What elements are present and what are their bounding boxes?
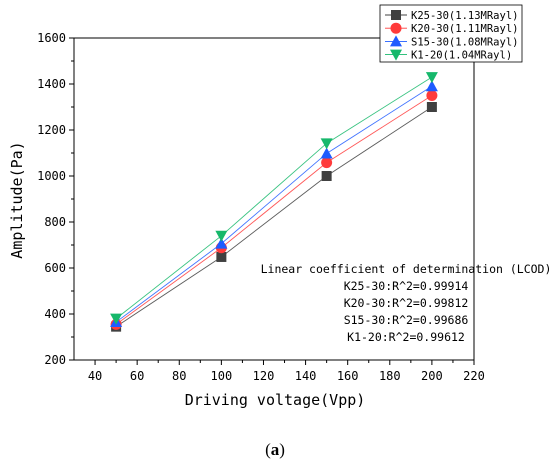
panel-label-close: )	[279, 440, 285, 459]
lcod-annotation: Linear coefficient of determination (LCO…	[261, 262, 550, 344]
lcod-s15-30: S15-30:R^2=0.99686	[344, 313, 469, 327]
series-line-2	[115, 85, 433, 323]
y-tick-label: 600	[44, 261, 66, 275]
data-point	[216, 251, 227, 262]
legend-marker-3	[390, 49, 402, 61]
legend-label-2: S15-30(1.08MRayl)	[411, 36, 518, 48]
legend-box	[379, 4, 523, 63]
data-point	[426, 90, 438, 101]
data-point	[425, 72, 438, 84]
legend-marker-2	[390, 35, 402, 47]
data-point	[215, 230, 228, 242]
x-tick-label: 60	[130, 369, 144, 383]
x-tick-label: 180	[379, 369, 401, 383]
y-tick-label: 200	[44, 353, 66, 367]
lcod-k25-30: K25-30:R^2=0.99914	[344, 279, 469, 293]
series-line-0	[115, 106, 433, 328]
series-markers	[110, 72, 438, 332]
y-axis-title: Amplitude(Pa)	[8, 141, 26, 258]
panel-label-letter: a	[271, 440, 280, 459]
series-line-3	[115, 76, 433, 319]
x-tick-label: 40	[88, 369, 102, 383]
y-tick-label: 1000	[37, 169, 66, 183]
lcod-title: Linear coefficient of determination (LCO…	[261, 262, 550, 276]
legend-marker-0	[391, 10, 401, 20]
lcod-k1-20: K1-20:R^2=0.99612	[347, 330, 465, 344]
x-tick-label: 200	[421, 369, 443, 383]
panel-label: (a)	[265, 440, 285, 459]
data-point	[425, 80, 438, 92]
data-point	[110, 313, 123, 325]
x-axis-title: Driving voltage(Vpp)	[185, 391, 366, 409]
data-point	[320, 147, 333, 159]
y-tick-label: 800	[44, 215, 66, 229]
x-tick-label: 220	[463, 369, 485, 383]
y-tick-label: 1600	[37, 31, 66, 45]
legend-label-1: K20-30(1.11MRayl)	[411, 23, 518, 35]
x-tick-label: 160	[337, 369, 359, 383]
y-tick-label: 1400	[37, 77, 66, 91]
axes: 40 60 80 100 120 140 160 180 200 220 200 400 600 800 1…	[37, 31, 485, 383]
series-lines	[115, 76, 433, 328]
data-point	[321, 171, 332, 181]
lcod-k20-30: K20-30:R^2=0.99812	[344, 296, 469, 310]
x-tick-label: 120	[253, 369, 275, 383]
series-line-1	[115, 95, 433, 325]
data-point	[426, 102, 437, 112]
data-point	[321, 157, 333, 169]
legend-label-0: K25-30(1.13MRayl)	[411, 10, 518, 22]
y-tick-label: 1200	[37, 123, 66, 137]
x-tick-label: 100	[211, 369, 233, 383]
x-tick-label: 80	[172, 369, 186, 383]
panel-label-open: (	[265, 440, 271, 459]
y-tick-label: 400	[44, 307, 66, 321]
legend: K25-30(1.13MRayl)K20-30(1.11MRayl)S15-30…	[379, 4, 523, 63]
x-tick-label: 140	[295, 369, 317, 383]
legend-label-3: K1-20(1.04MRayl)	[411, 50, 512, 62]
legend-marker-1	[390, 22, 402, 34]
data-point	[215, 237, 228, 249]
data-point	[320, 138, 333, 150]
